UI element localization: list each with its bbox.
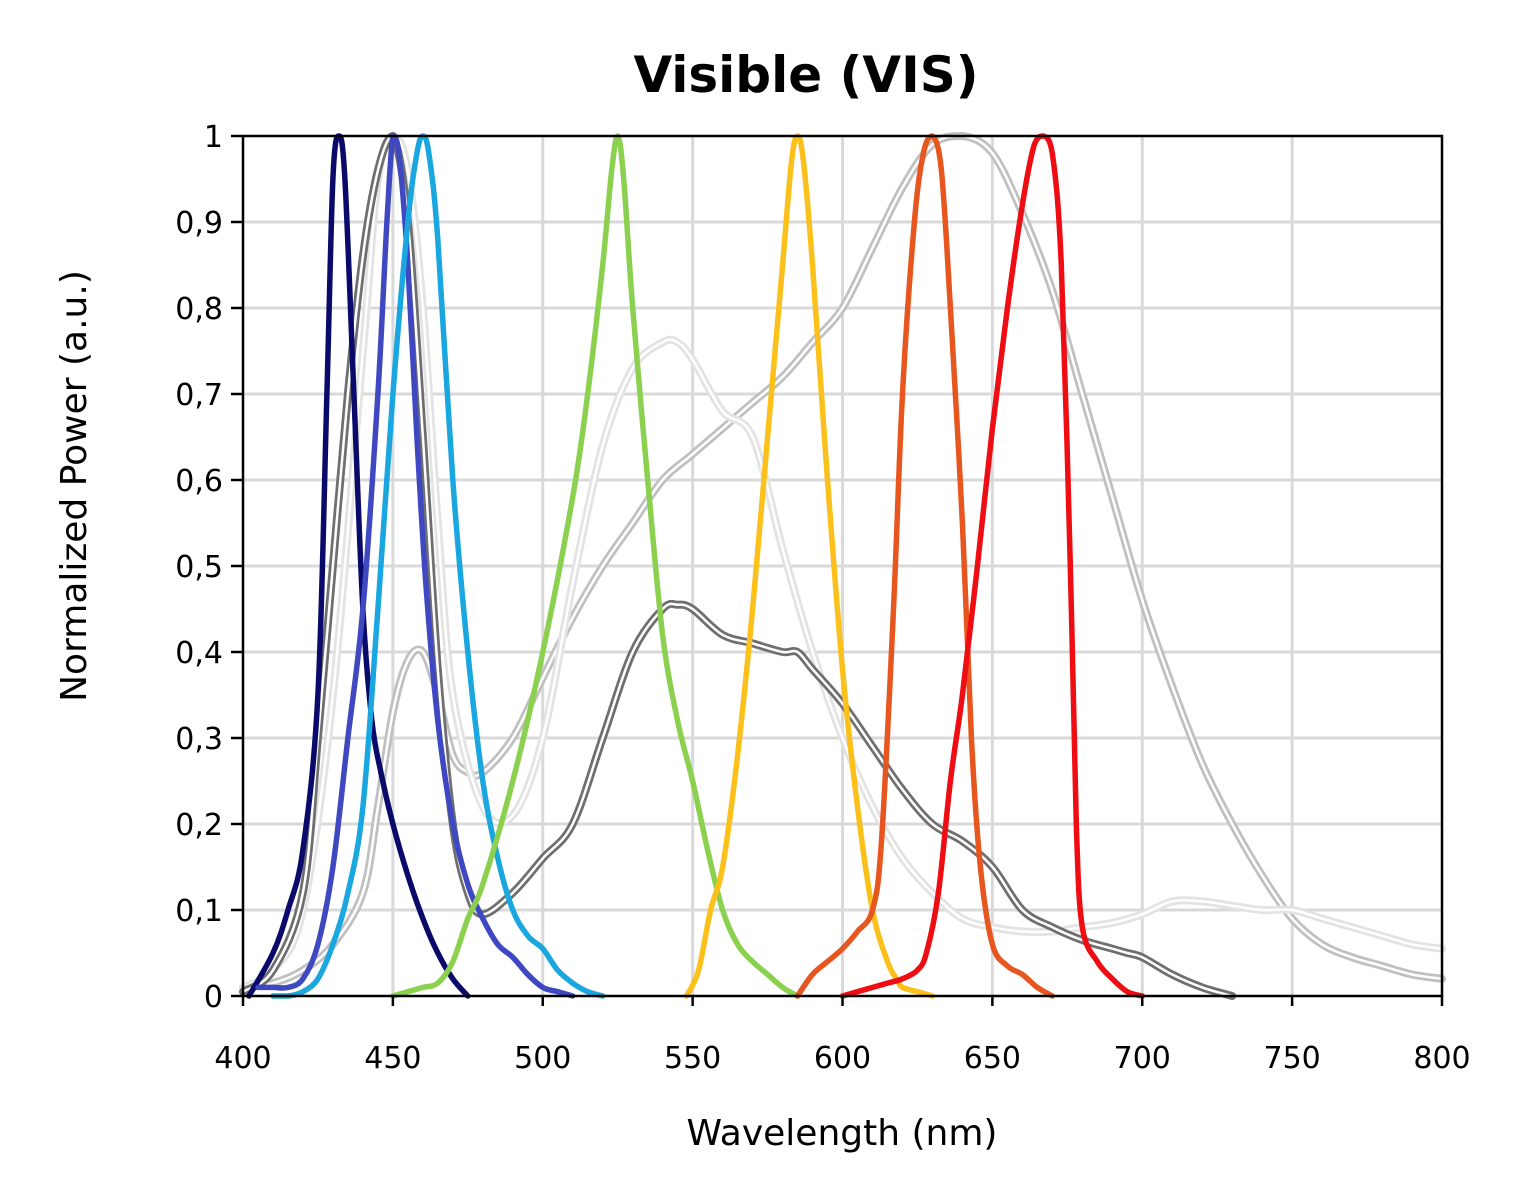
x-tick-label: 600	[814, 1041, 871, 1076]
y-tick-label: 0,8	[175, 292, 223, 327]
y-axis-label: Normalized Power (a.u.)	[54, 270, 95, 702]
x-tick-label: 400	[214, 1041, 271, 1076]
x-axis-label: Wavelength (nm)	[687, 1113, 998, 1154]
series-line	[683, 133, 936, 999]
y-tick-label: 0,5	[175, 550, 223, 585]
y-tick-label: 0,3	[175, 722, 223, 757]
series-line	[239, 132, 1446, 992]
series-line	[239, 132, 1237, 1000]
y-tick-label: 1	[204, 120, 223, 155]
y-tick-label: 0	[204, 980, 223, 1015]
y-tick-label: 0,9	[175, 206, 223, 241]
y-tick-label: 0,1	[175, 894, 223, 929]
series-line	[794, 133, 1056, 999]
x-tick-label: 650	[964, 1041, 1021, 1076]
y-axis: 0 0,1 0,2 0,3 0,4 0,5 0,6 0,7 0,8 0,9 1	[175, 120, 243, 1015]
series-line-path	[683, 133, 936, 999]
series-line-path	[839, 133, 1146, 999]
series-line-path	[794, 133, 1056, 999]
series-line	[246, 133, 471, 999]
x-tick-label: 500	[514, 1041, 571, 1076]
series-line-inner	[241, 134, 1444, 989]
x-tick-label: 800	[1413, 1041, 1470, 1076]
series-line	[255, 133, 576, 999]
y-tick-label: 0,2	[175, 808, 223, 843]
x-tick-label: 550	[664, 1041, 721, 1076]
series-line-path	[270, 133, 606, 999]
chart-title: Visible (VIS)	[633, 46, 978, 104]
series-line-path	[246, 133, 471, 999]
x-tick-label: 750	[1263, 1041, 1320, 1076]
series-line	[270, 133, 606, 999]
y-tick-label: 0,7	[175, 378, 223, 413]
x-tick-label: 700	[1114, 1041, 1171, 1076]
y-tick-label: 0,4	[175, 636, 223, 671]
x-tick-label: 450	[364, 1041, 421, 1076]
x-axis: 400 450 500 550 600 650 700 750 800	[214, 996, 1471, 1076]
series-line	[839, 133, 1146, 999]
series-line-path	[255, 133, 576, 999]
series-line-inner	[241, 134, 1234, 998]
y-tick-label: 0,6	[175, 464, 223, 499]
